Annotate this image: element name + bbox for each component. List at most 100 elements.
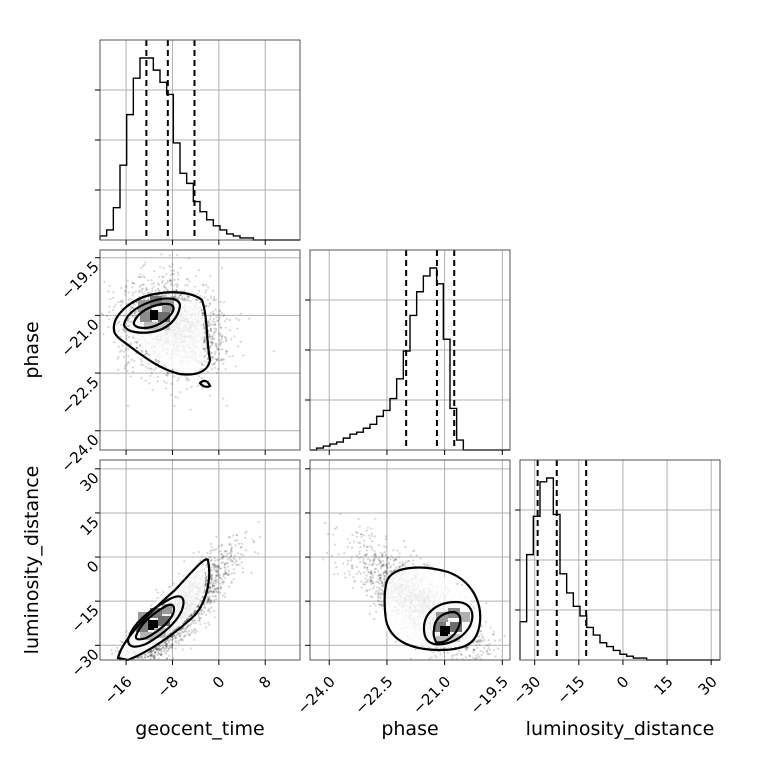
scatter-point [216,347,219,350]
scatter-point [202,326,206,329]
scatter-point [174,294,177,297]
panel-phase-vs-geocent-time: −24.0−22.5−21.0−19.5 [57,249,301,476]
scatter-point [218,574,222,577]
scatter-point [229,559,232,562]
scatter-point [232,534,235,537]
scatter-point [178,297,182,300]
scatter-point [216,358,219,361]
scatter-point [138,285,141,288]
scatter-point [173,278,176,282]
scatter-point [108,284,111,287]
scatter-point [228,329,231,332]
scatter-point [225,338,228,341]
scatter-point [210,335,213,338]
scatter-point [172,637,175,640]
scatter-point [196,292,199,296]
scatter-point [167,373,170,376]
scatter-point [218,309,222,312]
scatter-point [366,526,370,529]
scatter-point [187,295,190,298]
scatter-point [100,312,104,315]
scatter-point [212,317,216,321]
x-tick-label: 8 [255,673,274,692]
scatter-point [137,275,140,279]
scatter-point [122,350,125,353]
scatter-point [228,556,231,559]
scatter-point [169,269,172,272]
scatter-point [209,323,212,326]
y-tick-label: −21.0 [57,315,102,360]
scatter-point [201,363,205,367]
scatter-point [209,341,212,344]
scatter-point [213,296,216,299]
scatter-point [208,340,211,343]
scatter-point [257,520,260,523]
scatter-point [478,643,481,646]
scatter-point [217,367,220,371]
scatter-point [177,273,180,276]
scatter-point [208,334,211,338]
scatter-point [198,375,201,378]
scatter-point [211,549,214,552]
scatter-point [215,345,218,348]
scatter-point [392,549,395,552]
scatter-point [168,654,171,657]
scatter-point [205,289,208,292]
scatter-point [149,657,152,660]
scatter-point [161,275,164,278]
scatter-point [242,354,245,357]
scatter-point [190,614,193,617]
scatter-point [368,563,371,566]
scatter-point [225,339,228,343]
scatter-point [195,298,199,301]
scatter-point [218,338,221,342]
scatter-point [177,278,180,281]
scatter-point [158,275,161,279]
scatter-point [221,554,224,558]
scatter-point [205,613,208,617]
scatter-point [131,306,135,309]
scatter-point [384,535,387,538]
scatter-point [139,357,143,361]
scatter-point [203,327,206,330]
scatter-point [210,368,213,371]
scatter-point [210,329,213,332]
scatter-point [117,321,120,325]
scatter-point [210,340,214,343]
scatter-point [187,295,190,298]
scatter-point [209,601,212,604]
scatter-point [135,300,139,304]
scatter-point [398,561,401,564]
scatter-point [123,365,126,368]
scatter-point [208,623,211,626]
scatter-point [140,363,143,366]
scatter-point [219,587,222,590]
scatter-point [213,323,217,326]
scatter-point [166,374,169,377]
scatter-point [222,300,226,303]
scatter-point [155,588,158,591]
scatter-point [201,387,204,390]
scatter-point [244,536,247,540]
scatter-point [221,334,224,337]
scatter-point [222,397,225,400]
scatter-point [187,257,190,260]
scatter-point [346,563,349,566]
scatter-point [175,253,179,256]
scatter-point [117,355,120,359]
scatter-point [226,350,229,353]
scatter-point [140,655,143,658]
scatter-point [204,626,208,629]
y-tick-label: 15 [76,513,102,539]
scatter-point [203,338,207,342]
scatter-point [160,253,163,256]
scatter-point [156,375,160,379]
scatter-point [215,535,218,538]
scatter-point [144,653,147,656]
scatter-point [192,551,195,555]
scatter-point [258,535,261,538]
scatter-point [205,304,208,307]
scatter-point [215,319,219,322]
scatter-point [108,318,111,321]
scatter-point [446,651,449,654]
